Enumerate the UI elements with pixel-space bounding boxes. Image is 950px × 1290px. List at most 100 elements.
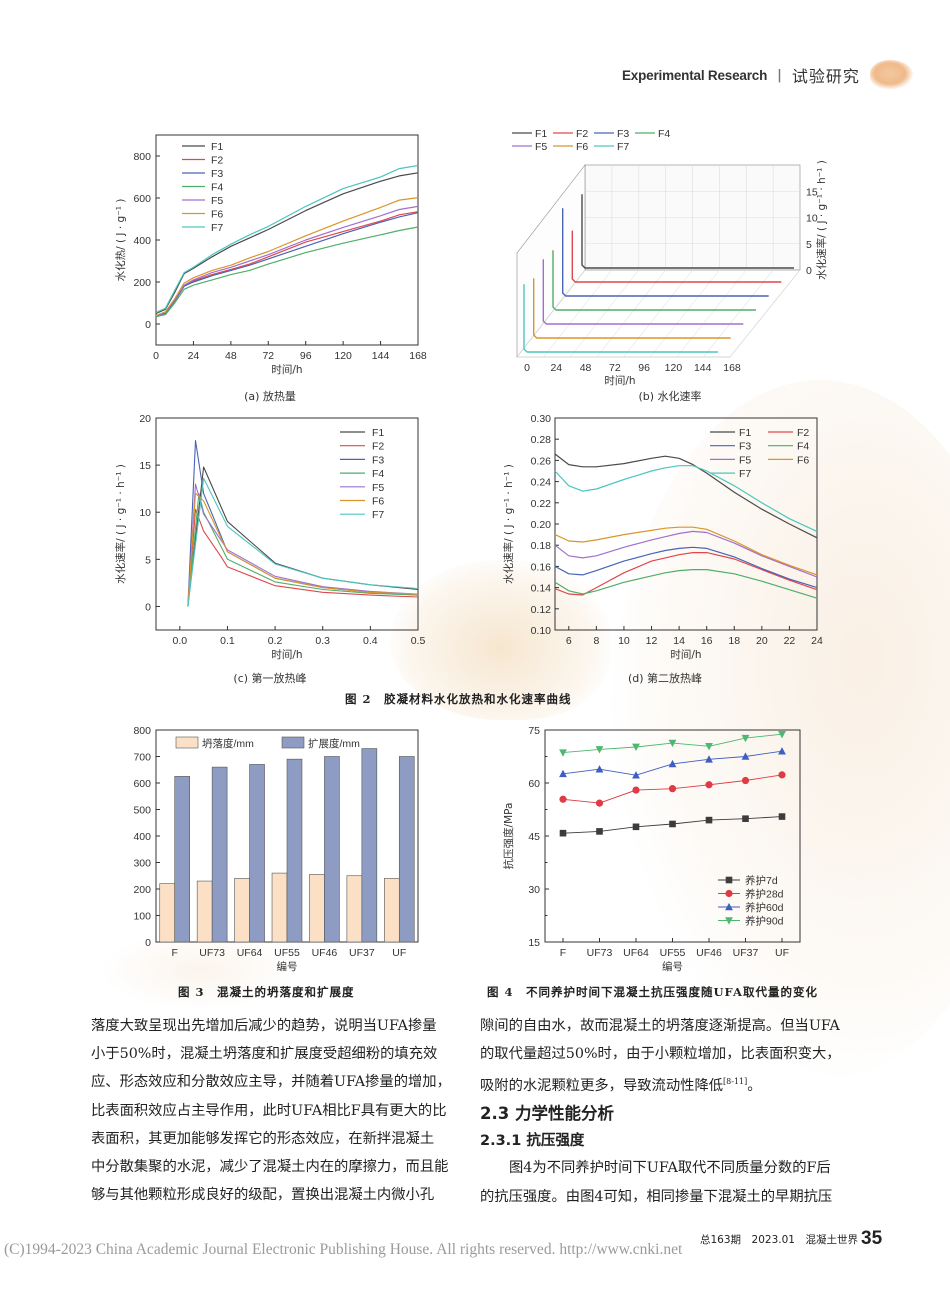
svg-text:F1: F1 <box>211 141 223 153</box>
section-label-cn: 试验研究 <box>791 67 860 86</box>
svg-text:UF46: UF46 <box>312 947 338 959</box>
svg-text:F2: F2 <box>211 155 223 167</box>
section-label-en: Experimental Research <box>622 67 768 83</box>
svg-text:UF55: UF55 <box>660 947 686 959</box>
svg-text:0.5: 0.5 <box>411 635 426 647</box>
svg-text:0.3: 0.3 <box>315 635 330 647</box>
svg-text:F1: F1 <box>739 427 751 439</box>
svg-text:时间/h: 时间/h <box>271 648 302 661</box>
svg-text:120: 120 <box>665 362 683 374</box>
y-axis-label: 水化热/ ( J · g⁻¹ ) <box>114 199 127 282</box>
chart-slump-spread: 0 100 200 300 400 500 600 700 800 F UF73 UF64 UF55 UF… <box>110 722 440 977</box>
svg-text:20: 20 <box>756 635 768 647</box>
svg-text:坍落度/mm: 坍落度/mm <box>202 737 254 750</box>
svg-text:75: 75 <box>528 725 540 737</box>
svg-text:UF: UF <box>775 947 789 959</box>
svg-text:30: 30 <box>528 884 540 896</box>
svg-text:800: 800 <box>133 151 151 163</box>
body-line: 小于50%时，混凝土坍落度和扩展度受超细粉的填充效 <box>91 1046 438 1063</box>
svg-text:编号: 编号 <box>277 960 298 973</box>
svg-text:0.18: 0.18 <box>531 540 552 552</box>
svg-text:F5: F5 <box>739 454 751 466</box>
subcaption-a: (a) 放热量 <box>244 390 296 403</box>
svg-text:0: 0 <box>153 350 159 362</box>
svg-text:F1: F1 <box>372 427 384 439</box>
svg-text:10: 10 <box>618 635 630 647</box>
svg-text:72: 72 <box>262 350 274 362</box>
page-number: 35 <box>861 1228 883 1249</box>
svg-text:0.22: 0.22 <box>531 498 552 510</box>
subcaption-d: (d) 第二放热峰 <box>627 672 703 685</box>
svg-text:0.20: 0.20 <box>531 519 552 531</box>
svg-text:UF37: UF37 <box>349 947 375 959</box>
body-line: 的抗压强度。由图4可知，相同掺量下混凝土的早期抗压 <box>480 1188 833 1205</box>
y-axis-label: 水化速率/ ( J · g⁻¹ · h⁻¹ ) <box>815 160 828 280</box>
svg-text:15: 15 <box>528 937 540 949</box>
svg-text:12: 12 <box>646 635 658 647</box>
svg-text:5: 5 <box>145 554 151 566</box>
svg-text:16: 16 <box>701 635 713 647</box>
svg-text:时间/h: 时间/h <box>604 374 635 387</box>
svg-text:UF37: UF37 <box>733 947 759 959</box>
body-line: 的取代量超过50%时，由于小颗粒增加，比表面积变大， <box>480 1046 841 1063</box>
svg-text:时间/h: 时间/h <box>670 648 701 661</box>
svg-text:UF55: UF55 <box>274 947 300 959</box>
svg-text:700: 700 <box>133 752 151 764</box>
section-heading-2-3-1: 2.3.1 抗压强度 <box>480 1133 585 1150</box>
rabbit-logo-icon <box>869 60 914 90</box>
svg-text:45: 45 <box>528 831 540 843</box>
svg-text:时间/h: 时间/h <box>271 363 302 376</box>
svg-text:UF64: UF64 <box>623 947 649 959</box>
svg-text:400: 400 <box>133 831 151 843</box>
svg-text:F6: F6 <box>576 141 588 153</box>
body-line: 落度大致呈现出先增加后减少的趋势，说明当UFA掺量 <box>91 1018 437 1034</box>
svg-text:100: 100 <box>133 911 151 923</box>
svg-text:F1: F1 <box>535 128 547 140</box>
svg-text:48: 48 <box>580 362 592 374</box>
svg-text:18: 18 <box>728 635 740 647</box>
svg-text:UF73: UF73 <box>199 947 225 959</box>
svg-text:60: 60 <box>528 778 540 790</box>
svg-text:0.24: 0.24 <box>531 477 552 489</box>
svg-text:F3: F3 <box>739 441 751 453</box>
chart-compressive-strength: 15 30 45 60 75 F UF73 UF64 UF55 UF46 UF37 UF 编号 抗压强度/… <box>500 722 810 977</box>
svg-text:F7: F7 <box>372 509 384 521</box>
svg-text:600: 600 <box>133 193 151 205</box>
header-separator: | <box>777 67 782 83</box>
body-left-column: 落度大致呈现出先增加后减少的趋势，说明当UFA掺量 小于50%时，混凝土坍落度和… <box>91 1012 461 1209</box>
svg-text:F4: F4 <box>211 182 223 194</box>
svg-text:6: 6 <box>566 635 572 647</box>
chart-heat-release: 0 24 48 72 96 120 144 168 0 200 400 600 800 时间/h 水化热/ … <box>110 130 430 380</box>
svg-text:养护90d: 养护90d <box>745 915 784 928</box>
y-axis-label: 抗压强度/MPa <box>502 803 515 870</box>
svg-text:0: 0 <box>524 362 530 374</box>
svg-text:400: 400 <box>133 235 151 247</box>
svg-text:120: 120 <box>334 350 352 362</box>
svg-text:UF: UF <box>392 947 406 959</box>
svg-text:F6: F6 <box>797 454 809 466</box>
body-line: 应、形态效应和分散效应主导，并随着UFA掺量的增加， <box>91 1074 451 1091</box>
svg-text:144: 144 <box>694 362 712 374</box>
svg-text:UF64: UF64 <box>237 947 263 959</box>
figure4-caption: 图 4 不同养护时间下混凝土抗压强度随UFA取代量的变化 <box>487 985 818 999</box>
svg-text:F4: F4 <box>372 468 384 480</box>
body-line: 中分散集聚的水泥，减少了混凝土内在的摩擦力，而且能 <box>91 1159 449 1176</box>
svg-text:0.28: 0.28 <box>531 434 552 446</box>
svg-text:48: 48 <box>225 350 237 362</box>
svg-text:F5: F5 <box>372 482 384 494</box>
svg-text:扩展度/mm: 扩展度/mm <box>308 737 360 750</box>
body-line: 隙间的自由水，故而混凝土的坍落度逐渐提高。但当UFA <box>480 1018 840 1034</box>
svg-text:0: 0 <box>145 601 151 613</box>
svg-text:15: 15 <box>806 186 818 198</box>
citation-ref[interactable]: [8-11] <box>723 1077 748 1087</box>
body-line: 吸附的水泥颗粒更多，导致流动性降低[8-11]。 <box>480 1077 762 1095</box>
svg-text:UF73: UF73 <box>587 947 613 959</box>
body-line: 图4为不同养护时间下UFA取代不同质量分数的F后 <box>509 1160 831 1177</box>
svg-text:F2: F2 <box>576 128 588 140</box>
svg-text:F5: F5 <box>211 195 223 207</box>
svg-text:24: 24 <box>550 362 562 374</box>
svg-text:22: 22 <box>784 635 796 647</box>
svg-text:0.0: 0.0 <box>173 635 188 647</box>
svg-text:F4: F4 <box>658 128 670 140</box>
svg-text:96: 96 <box>300 350 312 362</box>
